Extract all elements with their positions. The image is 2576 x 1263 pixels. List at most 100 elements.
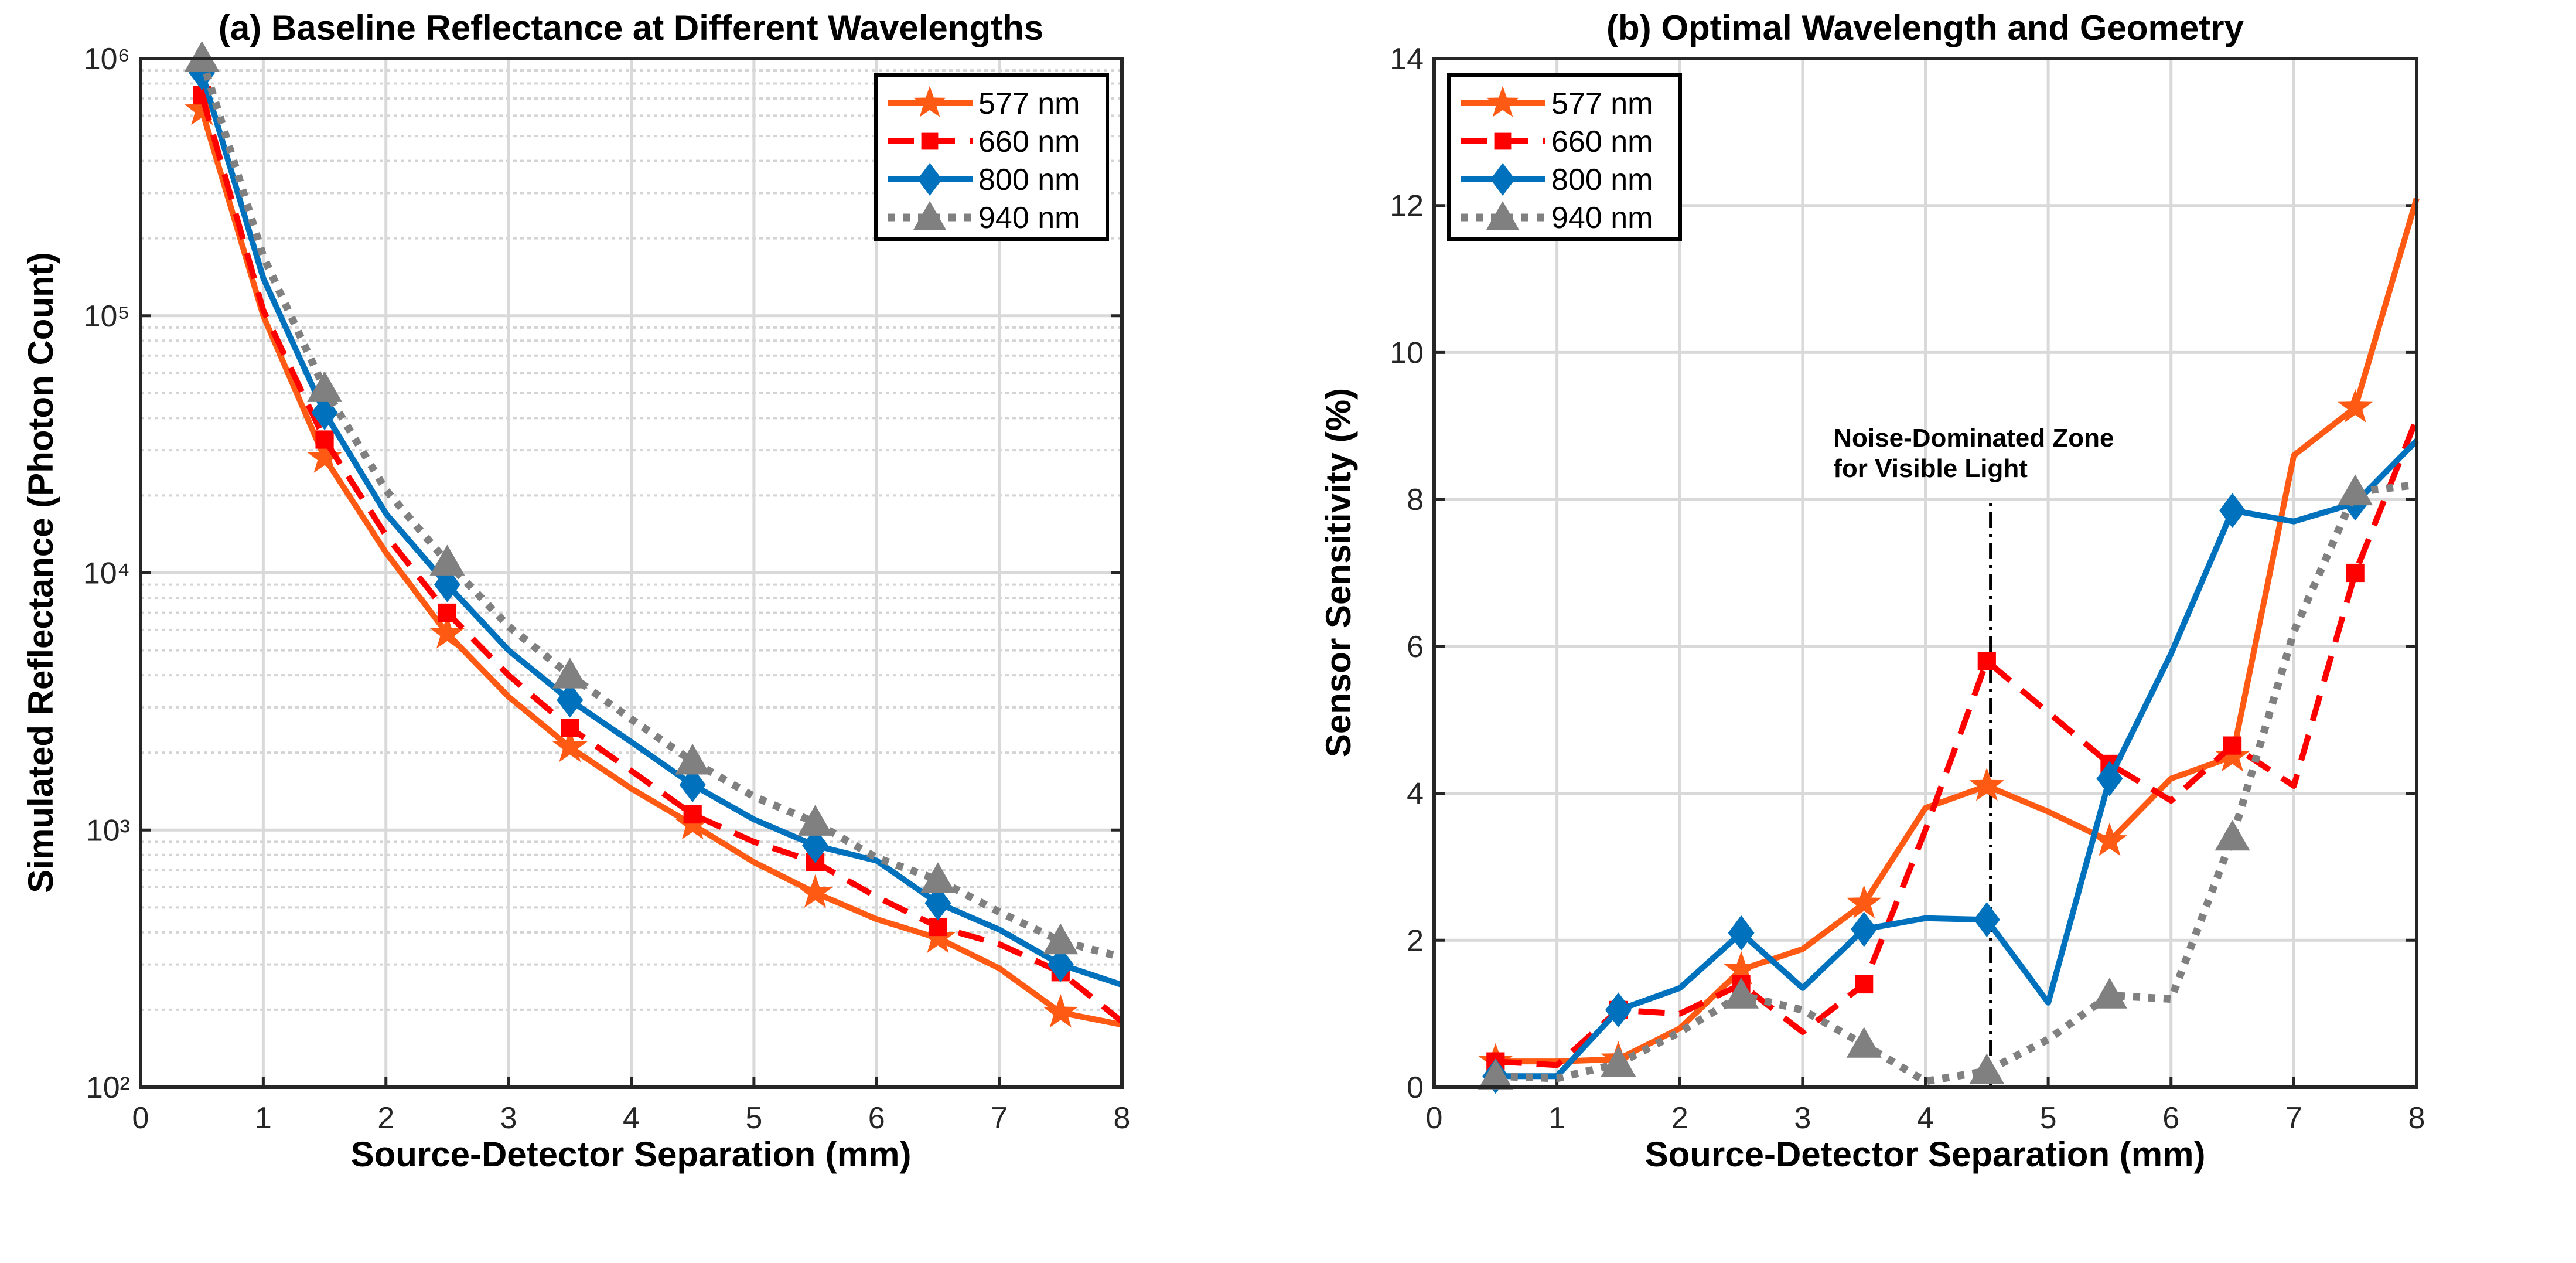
y-tick-label: 14 (1390, 42, 1424, 76)
triangle-marker (913, 201, 946, 230)
legend: 577 nm 660 nm 800 nm 940 nm (1447, 73, 1682, 241)
chart-title: (a) Baseline Reflectance at Different Wa… (219, 8, 1043, 47)
y-tick-label: 10⁵ (84, 299, 130, 333)
y-tick-label: 10 (1390, 336, 1424, 370)
square-marker (438, 603, 457, 622)
x-tick-label: 7 (991, 1101, 1008, 1135)
square-marker (1977, 652, 1996, 670)
diamond-marker (557, 682, 584, 718)
triangle-marker (184, 41, 220, 72)
series-line (1495, 481, 2417, 1085)
chart-title: (b) Optimal Wavelength and Geometry (1606, 8, 2244, 47)
diamond-marker (1047, 947, 1074, 982)
star-marker (920, 920, 956, 954)
y-axis-label: Sensor Sensitivity (%) (1319, 388, 1358, 757)
series-940-nm (1478, 474, 2417, 1090)
series-line (199, 94, 1124, 1024)
axes-box (139, 57, 1124, 1089)
star-marker (2092, 822, 2127, 856)
triangle-marker (429, 544, 465, 576)
legend-label: 940 nm (978, 201, 1080, 235)
legend-item: 577 nm (888, 86, 1080, 121)
square-marker (1494, 132, 1512, 150)
y-axis-label: Simulated Reflectance (Photon Count) (21, 252, 60, 893)
y-tick-label: 10² (86, 1071, 130, 1105)
y-tick-label: 4 (1407, 777, 1424, 811)
axes-box (1432, 57, 2418, 1089)
square-marker (683, 805, 702, 824)
series-line (1495, 197, 2420, 1065)
square-marker (2223, 736, 2242, 755)
diamond-marker (434, 567, 460, 602)
x-tick-label: 0 (132, 1101, 149, 1135)
triangle-marker (2338, 474, 2373, 506)
star-marker (1486, 86, 1519, 117)
star-marker (797, 874, 833, 908)
diamond-marker (1851, 911, 1878, 947)
series-940-nm (184, 41, 1123, 961)
diamond-marker (924, 885, 951, 921)
square-marker (561, 719, 579, 737)
star-marker (2215, 738, 2250, 772)
star-marker (184, 91, 220, 125)
x-tick-label: 3 (500, 1101, 517, 1135)
triangle-marker (1601, 1046, 1636, 1077)
legend-label: 940 nm (1551, 201, 1653, 235)
y-tick-label: 6 (1407, 630, 1424, 664)
y-tick-label: 10⁶ (84, 42, 130, 76)
x-tick-label: 2 (377, 1101, 394, 1135)
star-marker (1043, 994, 1079, 1028)
diamond-marker (1490, 163, 1515, 196)
x-tick-label: 8 (2408, 1101, 2425, 1135)
triangle-marker (2091, 978, 2127, 1009)
x-tick-label: 2 (1671, 1101, 1688, 1135)
diamond-marker (1605, 992, 1632, 1028)
legend: 577 nm 660 nm 800 nm 940 nm (874, 73, 1109, 241)
legend-label: 577 nm (978, 87, 1080, 121)
annotation-text: Noise-Dominated Zone (1833, 424, 2114, 452)
legend-item: 800 nm (1461, 163, 1653, 197)
legend-label: 800 nm (1551, 163, 1653, 197)
x-tick-label: 4 (1917, 1101, 1934, 1135)
legend-label: 577 nm (1551, 87, 1653, 121)
legend-item: 940 nm (1461, 201, 1653, 235)
triangle-marker (920, 862, 956, 893)
triangle-marker (307, 371, 343, 402)
diamond-marker (917, 163, 942, 196)
square-marker (1855, 975, 1874, 994)
square-marker (2346, 563, 2365, 583)
panel-b-sensitivity: (b) Optimal Wavelength and Geometry Sour… (1319, 8, 2425, 1174)
square-marker (315, 430, 334, 449)
legend-item: 800 nm (888, 163, 1080, 197)
triangle-marker (797, 805, 833, 836)
triangle-marker (1846, 1027, 1882, 1058)
x-tick-label: 0 (1426, 1101, 1443, 1135)
x-tick-label: 7 (2285, 1101, 2302, 1135)
triangle-marker (2215, 819, 2250, 851)
triangle-marker (1969, 1053, 2005, 1084)
star-marker (429, 615, 465, 649)
y-tick-label: 10⁴ (83, 557, 130, 591)
star-marker (2338, 389, 2373, 423)
diamond-marker (2219, 492, 2246, 528)
square-marker (921, 132, 939, 150)
star-marker (1724, 951, 1759, 985)
panel-a-reflectance: (a) Baseline Reflectance at Different Wa… (21, 8, 1130, 1174)
star-marker (1846, 885, 1882, 919)
x-axis-label: Source-Detector Separation (mm) (1645, 1135, 2206, 1174)
star-marker (552, 728, 588, 762)
triangle-marker (552, 658, 588, 689)
x-tick-label: 5 (2040, 1101, 2057, 1135)
series-line (199, 72, 1123, 988)
series-line (198, 57, 1123, 961)
x-tick-label: 5 (745, 1101, 762, 1135)
annotation-text: for Visible Light (1833, 454, 2028, 483)
x-tick-label: 3 (1794, 1101, 1811, 1135)
x-tick-label: 1 (255, 1101, 272, 1135)
triangle-marker (1478, 1058, 1513, 1090)
diamond-marker (679, 767, 706, 802)
legend-label: 660 nm (978, 125, 1080, 159)
y-tick-label: 2 (1407, 924, 1424, 958)
series-line (1495, 438, 2419, 1080)
